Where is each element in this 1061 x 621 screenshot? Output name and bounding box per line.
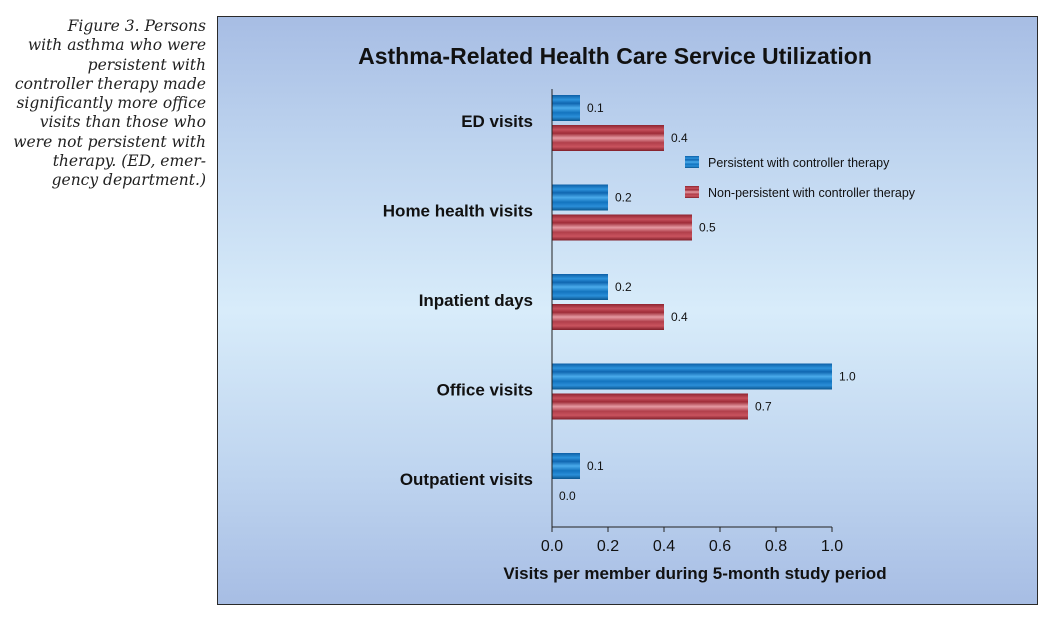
bar-value-label: 0.4 bbox=[671, 310, 688, 324]
bar-non-persistent bbox=[552, 214, 692, 241]
x-tick-label: 0.4 bbox=[653, 538, 675, 555]
bar-non-persistent bbox=[552, 125, 664, 151]
caption-line: Figure 3. Persons bbox=[67, 17, 206, 35]
bar-value-label: 0.2 bbox=[615, 191, 632, 205]
x-tick-label: 0.2 bbox=[597, 538, 619, 555]
bars-group: ED visits 0.1 0.4 Home health visits 0.2 0.5 I… bbox=[383, 95, 856, 503]
bar-persistent bbox=[552, 453, 580, 479]
bar-persistent bbox=[552, 274, 608, 300]
caption-line: gency department.) bbox=[51, 171, 206, 190]
chart-title: Asthma-Related Health Care Service Utili… bbox=[358, 43, 872, 69]
legend-label: Persistent with controller therapy bbox=[708, 156, 890, 170]
caption-line: with asthma who were bbox=[27, 36, 206, 55]
caption-line: were not persistent with bbox=[13, 132, 206, 151]
bar-value-label: 1.0 bbox=[839, 370, 856, 384]
caption-line: therapy. (ED, emer- bbox=[52, 152, 206, 171]
caption-line: controller therapy made bbox=[14, 74, 206, 93]
category-label: Outpatient visits bbox=[400, 470, 533, 489]
category-label: Office visits bbox=[437, 381, 533, 400]
bar-persistent bbox=[552, 95, 580, 121]
bar-value-label: 0.7 bbox=[755, 400, 772, 414]
bar-non-persistent bbox=[552, 393, 748, 420]
category-label: ED visits bbox=[461, 112, 533, 131]
axes-group: 0.0 0.2 0.4 0.6 0.8 1.0 bbox=[541, 89, 843, 555]
caption-line: visits than those who bbox=[39, 113, 206, 132]
caption-line: persistent with bbox=[87, 55, 206, 74]
figure-caption: Figure 3. Persons with asthma who were per… bbox=[6, 17, 206, 191]
bar-value-label: 0.1 bbox=[587, 459, 604, 473]
bar-chart: Asthma-Related Health Care Service Utili… bbox=[358, 43, 916, 583]
bar-value-label: 0.0 bbox=[559, 489, 576, 503]
legend-swatch-non-persistent bbox=[685, 186, 699, 198]
category-label: Home health visits bbox=[383, 202, 533, 221]
bar-non-persistent bbox=[552, 304, 664, 330]
bar-persistent bbox=[552, 363, 832, 390]
legend: Persistent with controller therapy Non-pe… bbox=[685, 156, 916, 200]
category-label: Inpatient days bbox=[419, 291, 533, 310]
bar-value-label: 0.4 bbox=[671, 131, 688, 145]
chart-panel: Asthma-Related Health Care Service Utili… bbox=[217, 16, 1038, 605]
caption-line: significantly more office bbox=[16, 94, 206, 113]
bar-persistent bbox=[552, 184, 608, 211]
x-tick-label: 0.8 bbox=[765, 538, 787, 555]
bar-value-label: 0.1 bbox=[587, 101, 604, 115]
legend-label: Non-persistent with controller therapy bbox=[708, 186, 916, 200]
x-tick-label: 0.0 bbox=[541, 538, 563, 555]
bar-value-label: 0.2 bbox=[615, 280, 632, 294]
legend-swatch-persistent bbox=[685, 156, 699, 168]
bar-value-label: 0.5 bbox=[699, 221, 716, 235]
x-axis-label: Visits per member during 5-month study p… bbox=[503, 564, 886, 583]
x-tick-label: 0.6 bbox=[709, 538, 731, 555]
x-tick-label: 1.0 bbox=[821, 538, 843, 555]
